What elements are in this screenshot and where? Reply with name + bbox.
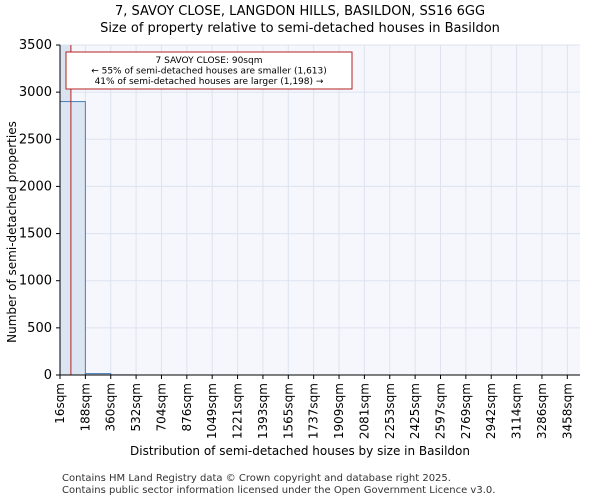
y-tick-label: 1000 bbox=[19, 274, 52, 289]
x-tick-label: 532sqm bbox=[129, 383, 143, 431]
y-tick-label: 2500 bbox=[19, 132, 52, 147]
y-tick-labels: 0 500 1000 1500 2000 2500 3000 3500 bbox=[19, 38, 60, 383]
chart-subtitle: Size of property relative to semi-detach… bbox=[100, 21, 500, 36]
x-axis-label: Distribution of semi-detached houses by … bbox=[130, 444, 470, 458]
x-tick-label: 1221sqm bbox=[231, 383, 245, 439]
x-tick-label: 3458sqm bbox=[560, 383, 574, 439]
x-tick-label: 2769sqm bbox=[459, 383, 473, 439]
y-tick-label: 3500 bbox=[19, 38, 52, 53]
y-tick-label: 1500 bbox=[19, 227, 52, 242]
x-tick-label: 876sqm bbox=[180, 383, 194, 431]
x-tick-label: 3286sqm bbox=[535, 383, 549, 439]
y-tick-label: 500 bbox=[27, 321, 52, 336]
footer-line-2: Contains public sector information licen… bbox=[62, 485, 496, 496]
y-tick-label: 2000 bbox=[19, 179, 52, 194]
annotation-line-2: ← 55% of semi-detached houses are smalle… bbox=[91, 67, 327, 77]
annotation-frame bbox=[65, 51, 353, 90]
annotation-line-1: 7 SAVOY CLOSE: 90sqm bbox=[156, 56, 263, 66]
axes bbox=[59, 45, 580, 376]
x-tick-label: 360sqm bbox=[104, 383, 118, 431]
chart-title: 7, SAVOY CLOSE, LANGDON HILLS, BASILDON,… bbox=[114, 4, 486, 19]
x-tick-label: 1737sqm bbox=[307, 383, 321, 439]
x-tick-label: 2081sqm bbox=[357, 383, 371, 439]
x-tick-label: 2425sqm bbox=[408, 383, 422, 439]
y-axis-label: Number of semi-detached properties bbox=[4, 121, 19, 343]
bar-16sqm bbox=[59, 101, 86, 376]
x-tick-label: 3114sqm bbox=[510, 383, 524, 439]
x-tick-label: 2253sqm bbox=[383, 383, 397, 439]
x-tick-label: 1565sqm bbox=[281, 383, 295, 439]
x-tick-label: 2942sqm bbox=[484, 383, 498, 439]
x-tick-label: 704sqm bbox=[154, 383, 168, 431]
x-tick-label: 16sqm bbox=[53, 383, 67, 424]
y-tick-label: 0 bbox=[44, 368, 52, 383]
x-tick-label: 1049sqm bbox=[205, 383, 219, 439]
x-tick-label: 188sqm bbox=[78, 383, 92, 431]
footer-line-1: Contains HM Land Registry data © Crown c… bbox=[62, 473, 451, 484]
x-tick-labels: 16sqm 188sqm 360sqm 532sqm 704sqm 876sqm 1049s… bbox=[53, 375, 574, 439]
y-tick-label: 3000 bbox=[19, 85, 52, 100]
x-tick-label: 1393sqm bbox=[256, 383, 270, 439]
annotation-line-3: 41% of semi-detached houses are larger (… bbox=[95, 77, 324, 87]
annotation-box: 7 SAVOY CLOSE: 90sqm ← 55% of semi-detac… bbox=[65, 51, 353, 90]
x-tick-label: 2597sqm bbox=[433, 383, 447, 439]
x-tick-label: 1909sqm bbox=[332, 383, 346, 439]
plot-area bbox=[60, 45, 580, 375]
